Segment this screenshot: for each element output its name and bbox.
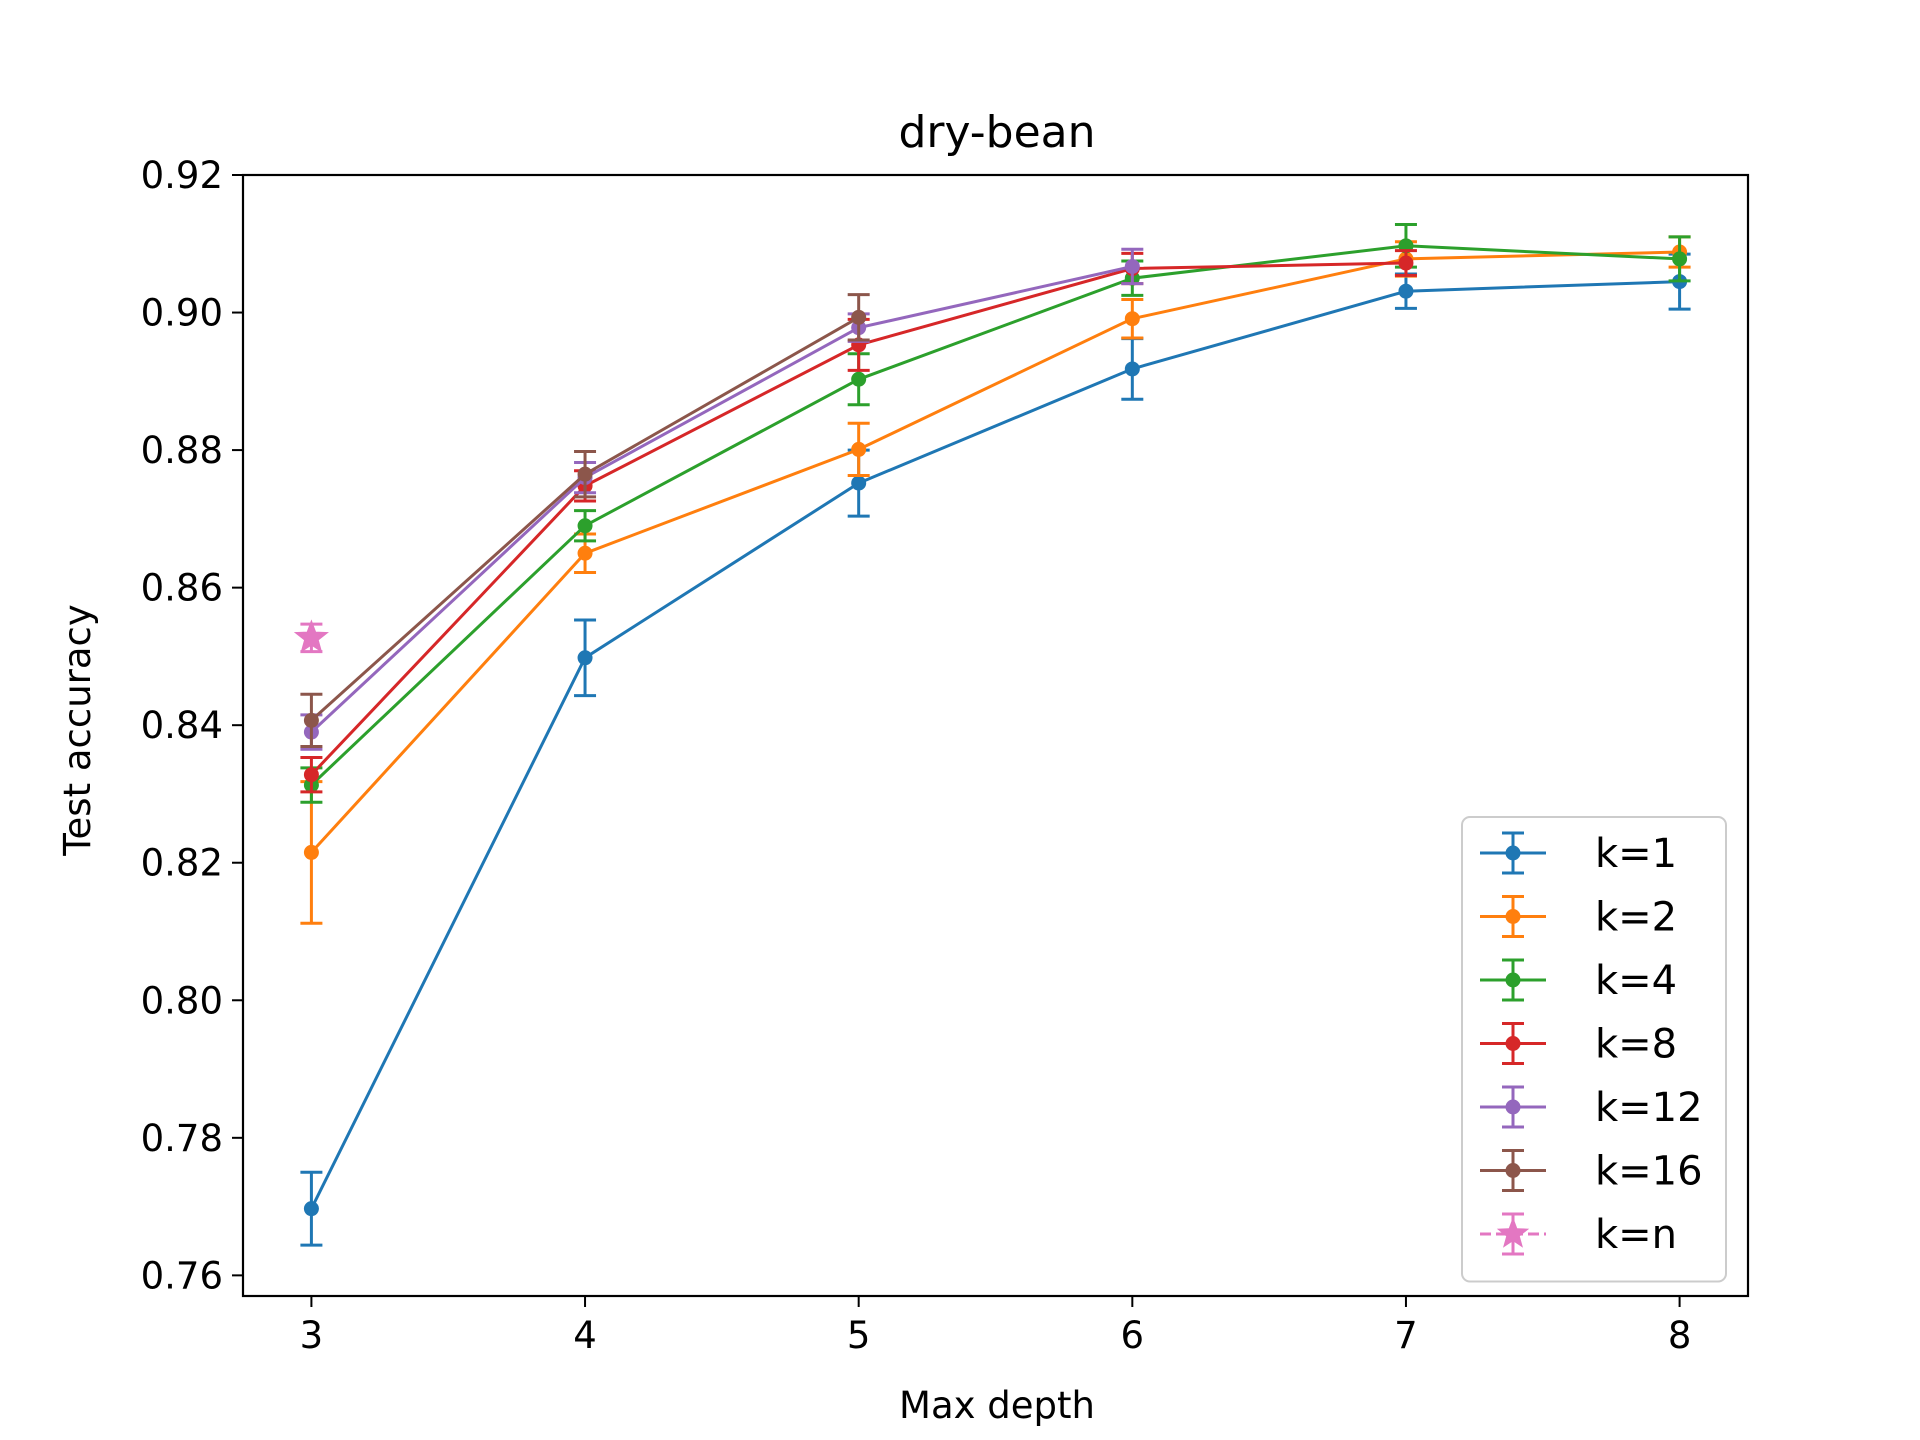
data-point [1398, 255, 1414, 271]
legend-marker [1505, 1099, 1521, 1115]
legend-label: k=12 [1595, 1085, 1703, 1131]
legend-entry-k=16: k=16 [1480, 1149, 1703, 1195]
y-tick-label: 0.78 [141, 1117, 223, 1160]
legend-marker [1505, 845, 1521, 861]
legend-label: k=4 [1595, 958, 1677, 1004]
series-k=4 [300, 223, 1691, 804]
legend-entry-k=8: k=8 [1480, 1022, 1677, 1068]
legend: k=1 k=2 k=4 k=8 k=12 k=16 k=n [1461, 816, 1727, 1283]
series-line [310, 265, 1133, 734]
series-k=16 [300, 293, 870, 749]
legend-marker [1505, 909, 1521, 924]
legend-marker [1505, 1036, 1521, 1051]
legend-label: k=2 [1595, 895, 1677, 941]
data-point [851, 441, 867, 457]
legend-marker [1505, 972, 1521, 988]
x-tick-label: 5 [847, 1314, 871, 1357]
y-axis-label: Test accuracy [56, 604, 99, 857]
y-tick-label: 0.92 [141, 154, 223, 197]
legend-entry-k=1: k=1 [1480, 831, 1677, 877]
data-point [851, 309, 867, 325]
axes-frame [241, 173, 1750, 1298]
y-axis-ticks: 0.76 0.78 0.80 0.82 0.84 0.86 0.88 0.90 0.92 [141, 154, 243, 1297]
legend-label: k=n [1595, 1212, 1677, 1258]
x-tick-label: 6 [1121, 1314, 1145, 1357]
legend-label: k=16 [1595, 1149, 1703, 1195]
legend-label: k=1 [1595, 831, 1677, 877]
data-point [851, 475, 867, 491]
y-tick-label: 0.82 [141, 842, 223, 885]
data-point [1124, 311, 1140, 327]
legend-box [1461, 816, 1727, 1283]
data-point [577, 650, 593, 666]
x-tick-label: 8 [1668, 1314, 1692, 1357]
series-line [310, 280, 1680, 1210]
x-axis-ticks: 3 4 5 6 7 8 [300, 1296, 1692, 1357]
data-point [851, 371, 867, 387]
data-point [1124, 258, 1140, 274]
legend-marker [1505, 1163, 1521, 1178]
data-point [1124, 361, 1140, 377]
data-point [1672, 251, 1688, 267]
legend-entry-k=12: k=12 [1480, 1085, 1703, 1131]
data-point [303, 1201, 319, 1217]
legend-marker-star [1496, 1217, 1530, 1248]
data-point [303, 844, 319, 860]
y-tick-label: 0.80 [141, 979, 223, 1022]
series-k=n [293, 619, 329, 654]
legend-entry-k=n: k=n [1480, 1212, 1677, 1258]
series-line [310, 244, 1680, 787]
data-point [303, 767, 319, 783]
y-tick-label: 0.76 [141, 1254, 223, 1297]
x-axis-label: Max depth [899, 1384, 1095, 1427]
legend-label: k=8 [1595, 1022, 1677, 1068]
chart-title: dry-bean [898, 107, 1095, 158]
data-point-star [293, 619, 329, 653]
y-tick-label: 0.90 [141, 292, 223, 335]
data-point [577, 545, 593, 561]
data-point [303, 712, 319, 728]
y-tick-label: 0.86 [141, 567, 223, 610]
plot-area [241, 173, 1750, 1298]
legend-entry-k=4: k=4 [1480, 958, 1677, 1004]
y-tick-label: 0.88 [141, 429, 223, 472]
y-tick-label: 0.84 [141, 704, 223, 747]
series-line [310, 250, 1680, 854]
legend-entry-k=2: k=2 [1480, 895, 1677, 941]
x-tick-label: 7 [1394, 1314, 1418, 1357]
data-point [1398, 283, 1414, 299]
x-tick-label: 4 [573, 1314, 597, 1357]
data-point [577, 518, 593, 534]
data-point [577, 466, 593, 482]
x-tick-label: 3 [300, 1314, 324, 1357]
